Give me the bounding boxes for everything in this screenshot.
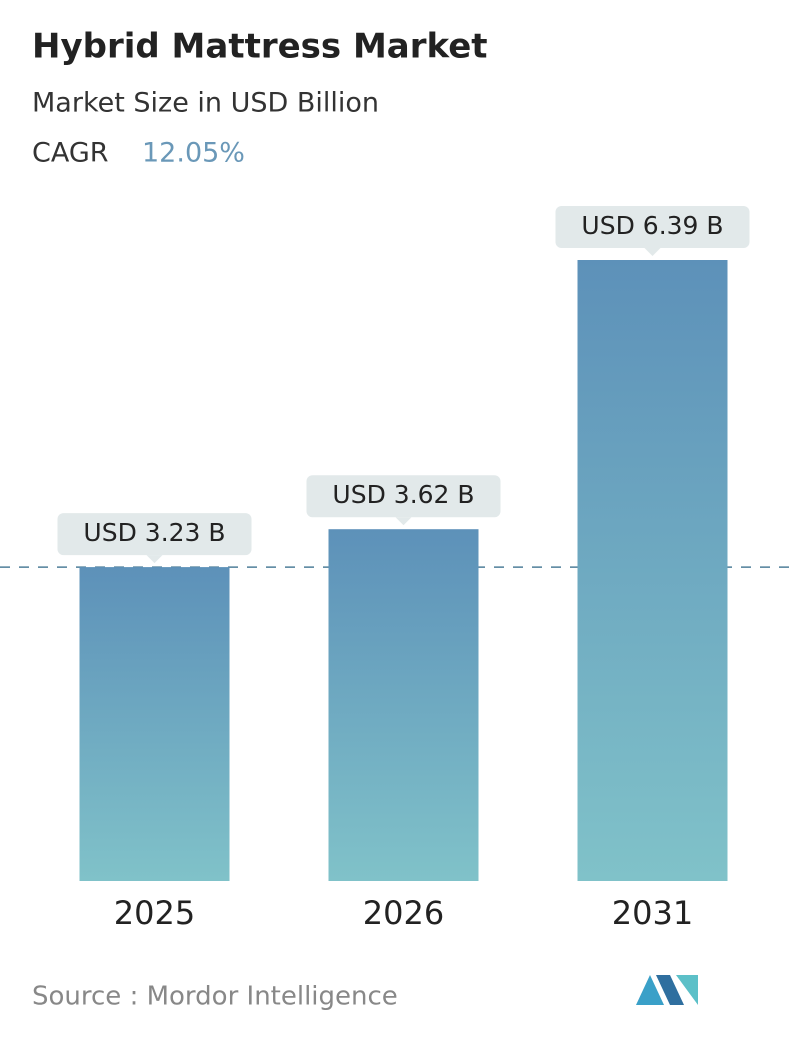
bar (577, 260, 728, 881)
label-box (57, 513, 252, 556)
label-pointer (395, 517, 412, 526)
label-box (306, 475, 501, 518)
chart-subtitle: Market Size in USD Billion (32, 88, 379, 119)
x-tick-label: 2025 (114, 894, 195, 932)
x-tick-label: 2026 (363, 894, 444, 932)
bar (328, 529, 479, 881)
value-label: USD 3.23 B (83, 518, 225, 547)
logo (636, 975, 698, 1005)
bar (79, 567, 230, 881)
x-tick-label: 2031 (612, 894, 693, 932)
label-pointer (146, 555, 163, 564)
chart-title: Hybrid Mattress Market (32, 27, 488, 67)
label-pointer (644, 248, 661, 256)
value-label: USD 3.62 B (332, 480, 474, 509)
cagr-value: 12.05% (142, 138, 245, 169)
source: Source : Mordor Intelligence (32, 982, 398, 1012)
label-box (555, 206, 750, 248)
value-label: USD 6.39 B (581, 211, 723, 240)
cagr-label: CAGR (32, 138, 109, 169)
